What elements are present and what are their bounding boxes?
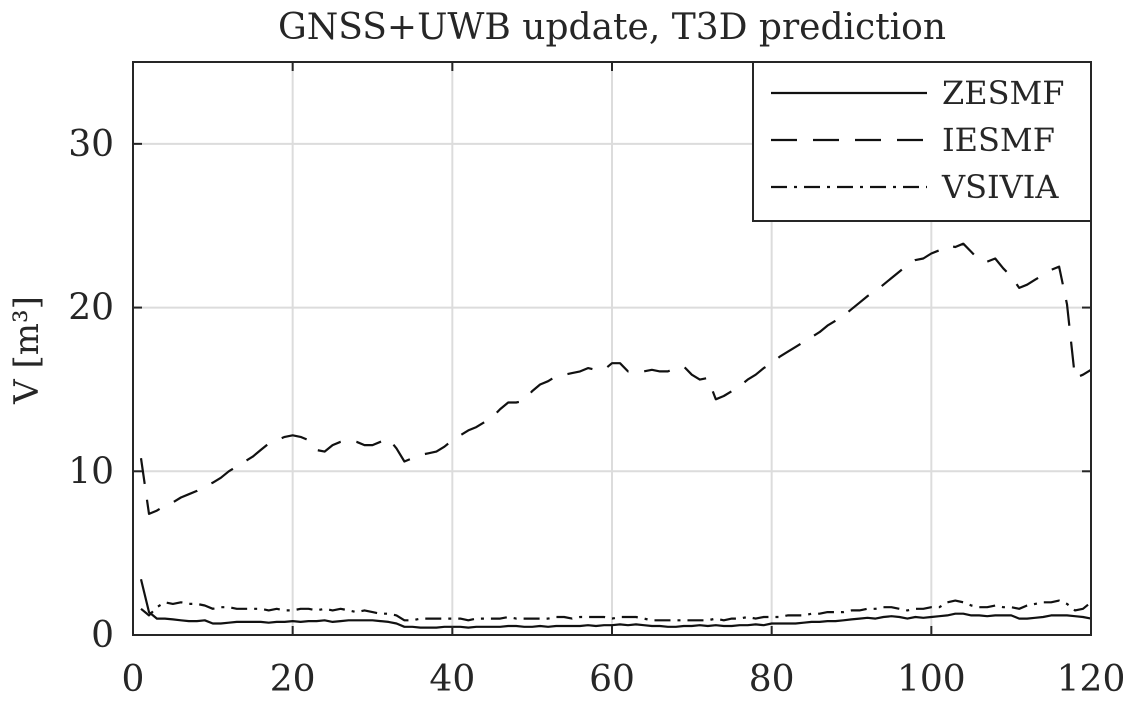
legend-box bbox=[752, 61, 1092, 222]
x-tick-label: 0 bbox=[122, 659, 145, 700]
y-axis-label: V [m³] bbox=[7, 296, 47, 405]
series-layer bbox=[139, 242, 1092, 629]
x-tick-label: 20 bbox=[270, 659, 316, 700]
y-tick-label: 0 bbox=[91, 615, 114, 656]
x-tick-label: 120 bbox=[1057, 659, 1123, 700]
legend-label: IESMF bbox=[942, 121, 1055, 159]
legend-label: ZESMF bbox=[942, 74, 1064, 112]
series-line-vsivia bbox=[140, 599, 1092, 622]
tick-labels: 0 20 40 60 80 100 120 0 10 20 30 bbox=[68, 124, 1123, 700]
x-tick-label: 40 bbox=[429, 659, 475, 700]
y-tick-label: 20 bbox=[68, 288, 114, 329]
series-line-zesmf bbox=[139, 579, 1092, 629]
y-tick-label: 30 bbox=[68, 124, 114, 165]
x-tick-label: 100 bbox=[897, 659, 966, 700]
x-tick-label: 60 bbox=[589, 659, 635, 700]
legend: ZESMF IESMF VSIVIA bbox=[752, 61, 1092, 222]
legend-label: VSIVIA bbox=[941, 168, 1059, 206]
y-tick-label: 10 bbox=[68, 451, 114, 492]
x-tick-label: 80 bbox=[749, 659, 795, 700]
series-line-iesmf bbox=[139, 242, 1092, 516]
chart-title: GNSS+UWB update, T3D prediction bbox=[278, 7, 946, 48]
